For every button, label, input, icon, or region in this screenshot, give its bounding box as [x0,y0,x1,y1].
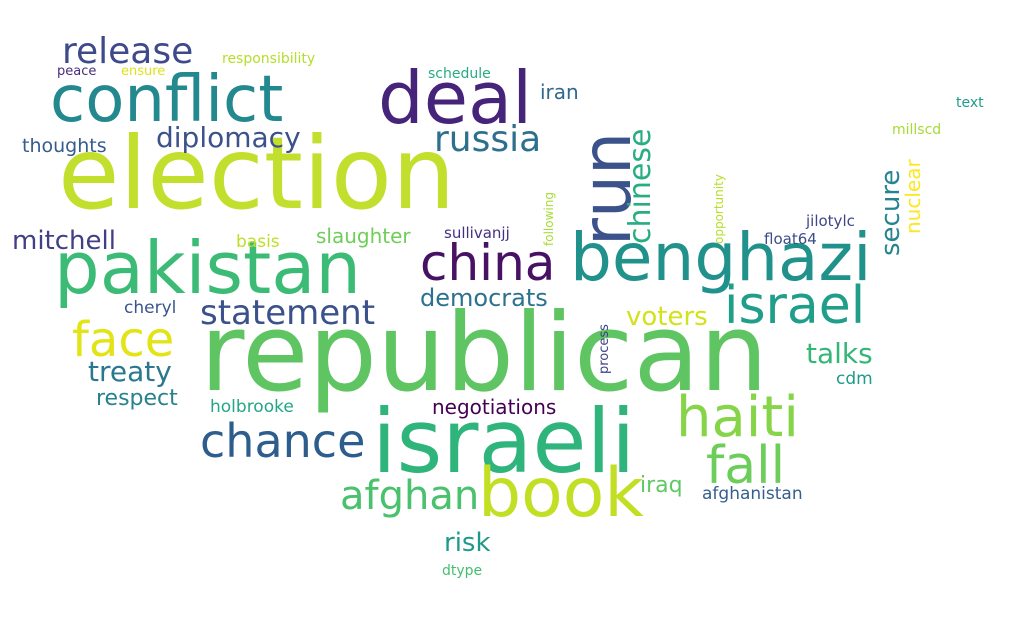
word-nuclear: nuclear [901,159,925,234]
word-iraq: iraq [640,473,683,498]
word-iran: iran [540,80,579,104]
word-sullivanjj: sullivanjj [444,224,510,242]
word-israel: israel [724,276,866,336]
word-fall: fall [706,436,786,496]
word-election: election [58,115,456,232]
word-face: face [72,312,175,368]
word-float64: float64 [764,230,817,248]
word-following: following [542,192,556,246]
word-chinese: chinese [623,128,658,244]
word-millscd: millscd [892,122,942,138]
word-afghan: afghan [340,473,480,519]
word-ensure: ensure [121,64,166,79]
word-responsibility: responsibility [222,51,316,67]
word-talks: talks [806,337,873,370]
word-republican: republican [200,291,769,416]
word-slaughter: slaughter [316,224,411,248]
word-mitchell: mitchell [12,226,116,256]
word-haiti: haiti [676,385,799,450]
word-afghanistan: afghanistan [702,484,803,504]
word-opportunity: opportunity [712,174,726,244]
word-thoughts: thoughts [22,135,107,157]
word-democrats: democrats [420,284,548,312]
word-israeli: israeli [372,390,636,493]
word-text: text [956,95,984,111]
word-risk: risk [444,528,491,558]
word-voters: voters [626,302,708,332]
word-basis: basis [236,232,280,252]
word-book: book [478,454,644,533]
word-china: china [420,234,556,292]
word-cdm: cdm [836,369,873,389]
word-pakistan: pakistan [54,226,362,310]
word-peace: peace [57,64,97,79]
word-holbrooke: holbrooke [210,397,294,417]
word-conflict: conflict [50,63,284,137]
word-schedule: schedule [428,66,491,82]
word-russia: russia [434,119,542,160]
word-diplomacy: diplomacy [156,121,301,154]
word-benghazi: benghazi [570,219,872,296]
word-process: process [597,324,612,374]
word-release: release [62,31,194,72]
word-statement: statement [200,293,376,333]
word-negotiations: negotiations [432,395,557,419]
word-jilotylc: jilotylc [806,212,855,230]
word-respect: respect [96,386,178,411]
word-deal: deal [378,56,533,140]
word-cheryl: cheryl [124,298,177,318]
word-dtype: dtype [442,563,483,579]
word-treaty: treaty [88,355,172,388]
word-chance: chance [200,414,366,468]
